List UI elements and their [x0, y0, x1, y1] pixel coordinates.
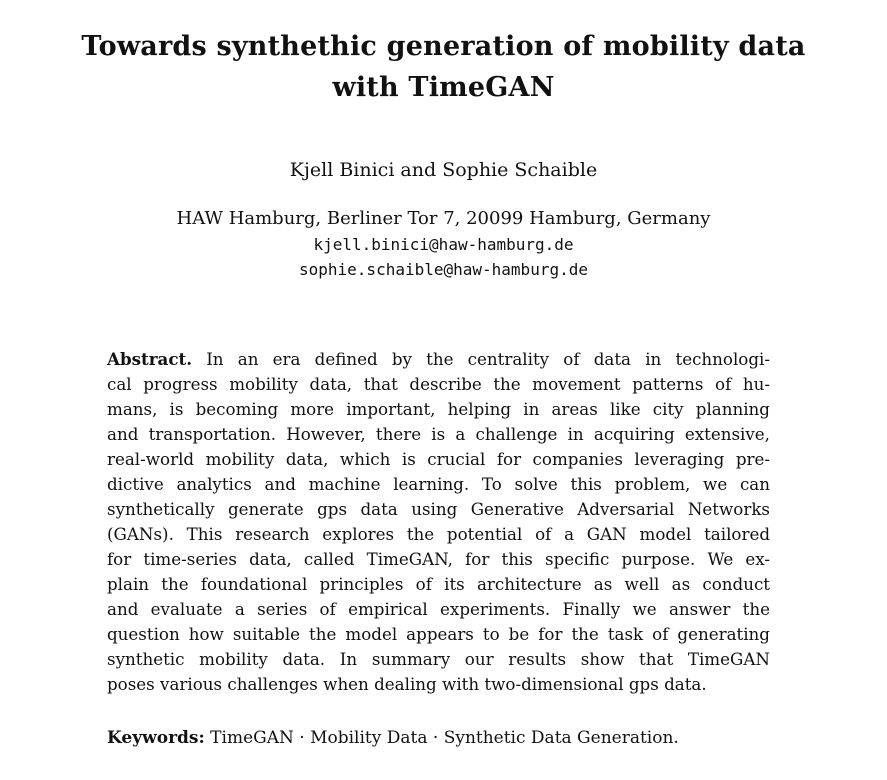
- abstract: Abstract. In an era defined by the centr…: [107, 347, 770, 697]
- abstract-line-10: plain the foundational principles of its…: [107, 574, 770, 594]
- author-email-2: sophie.schaible@haw-hamburg.de: [299, 260, 588, 279]
- paper-title-line-2: with TimeGAN: [332, 72, 555, 103]
- abstract-line-14: poses various challenges when dealing wi…: [107, 674, 707, 694]
- abstract-line-7: synthetically generate gps data using Ge…: [107, 499, 770, 519]
- abstract-line-1-text: In an era defined by the centrality of d…: [206, 349, 770, 369]
- abstract-line-3: mans, is becoming more important, helpin…: [107, 399, 770, 419]
- abstract-line-6: dictive analytics and machine learning. …: [107, 474, 770, 494]
- abstract-line-9: for time-series data, called TimeGAN, fo…: [107, 549, 770, 569]
- paper-title: Towards synthethic generation of mobilit…: [20, 26, 867, 108]
- abstract-line-2: cal progress mobility data, that describ…: [107, 374, 770, 394]
- abstract-line-12: question how suitable the model appears …: [107, 624, 770, 644]
- abstract-line-4: and transportation. However, there is a …: [107, 424, 770, 444]
- abstract-line-1: Abstract. In an era defined by the centr…: [107, 347, 770, 372]
- abstract-label: Abstract.: [107, 349, 193, 369]
- keywords-label: Keywords:: [107, 728, 205, 748]
- paper-title-line-1: Towards synthethic generation of mobilit…: [81, 31, 806, 62]
- abstract-line-5: real-world mobility data, which is cruci…: [107, 449, 770, 469]
- abstract-line-13: synthetic mobility data. In summary our …: [107, 649, 770, 669]
- keywords-text: TimeGAN · Mobility Data · Synthetic Data…: [210, 728, 679, 748]
- author-affiliation: HAW Hamburg, Berliner Tor 7, 20099 Hambu…: [176, 208, 711, 229]
- author-email-1: kjell.binici@haw-hamburg.de: [313, 235, 574, 254]
- paper-authors: Kjell Binici and Sophie Schaible: [289, 159, 598, 181]
- abstract-line-11: and evaluate a series of empirical exper…: [107, 599, 770, 619]
- abstract-line-8: (GANs). This research explores the poten…: [107, 524, 770, 544]
- keywords: Keywords: TimeGAN · Mobility Data · Synt…: [107, 726, 679, 751]
